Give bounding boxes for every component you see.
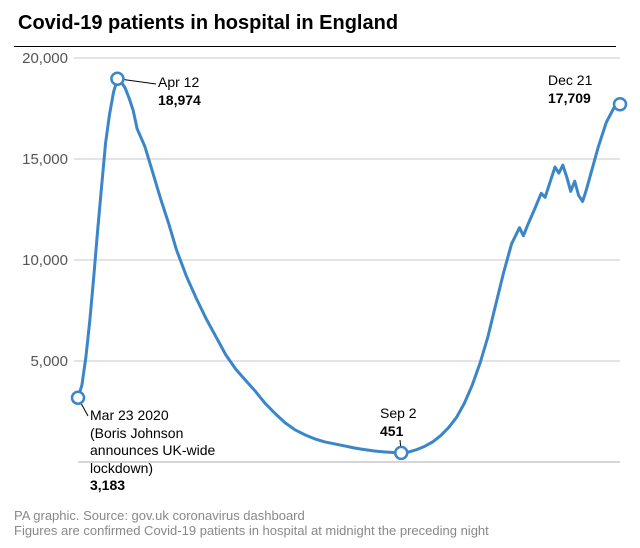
footer-note: Figures are confirmed Covid-19 patients … <box>14 523 489 538</box>
annotation-end: Dec 2117,709 <box>548 72 592 107</box>
chart-title: Covid-19 patients in hospital in England <box>18 12 398 35</box>
footer-source: PA graphic. Source: gov.uk coronavirus d… <box>14 508 489 523</box>
chart-frame: Covid-19 patients in hospital in England… <box>0 0 640 548</box>
annotation-peak1: Apr 1218,974 <box>158 74 201 109</box>
data-marker <box>72 392 84 404</box>
title-divider <box>14 46 616 47</box>
data-marker <box>614 98 626 110</box>
y-tick-label: 15,000 <box>22 151 68 168</box>
data-marker <box>111 73 123 85</box>
annotation-start: Mar 23 2020(Boris Johnsonannounces UK-wi… <box>90 407 215 495</box>
y-tick-label: 10,000 <box>22 252 68 269</box>
y-tick-label: 20,000 <box>22 52 68 67</box>
y-tick-label: 5,000 <box>30 353 68 370</box>
chart-footer: PA graphic. Source: gov.uk coronavirus d… <box>14 508 489 538</box>
patients-series <box>78 79 620 453</box>
annotation-trough: Sep 2451 <box>380 405 417 440</box>
data-marker <box>395 447 407 459</box>
